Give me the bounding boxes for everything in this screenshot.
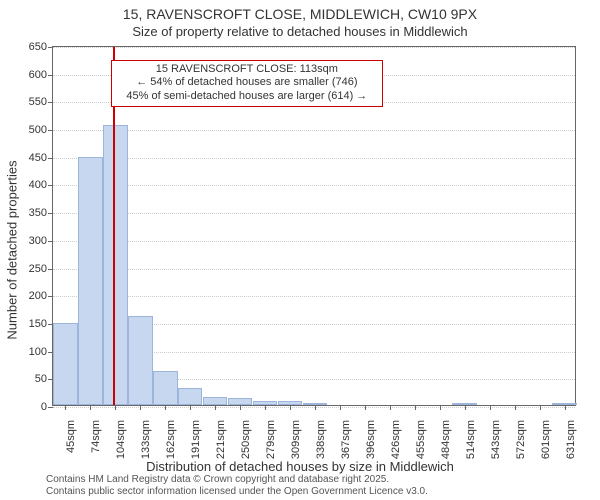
xtick-mark [540, 405, 541, 410]
histogram-bar [178, 388, 202, 405]
xtick-label: 514sqm [463, 420, 477, 459]
ytick-label: 650 [29, 41, 53, 53]
y-axis-label: Number of detached properties [5, 160, 20, 339]
ytick-label: 250 [29, 263, 53, 275]
xtick-mark [240, 405, 241, 410]
histogram-bar [78, 157, 102, 405]
xtick-label: 162sqm [163, 420, 177, 459]
xtick-mark [340, 405, 341, 410]
ytick-label: 550 [29, 96, 53, 108]
xtick-label: 104sqm [113, 420, 127, 459]
xtick-mark [365, 405, 366, 410]
ytick-label: 350 [29, 207, 53, 219]
histogram-bar [53, 323, 77, 405]
ytick-label: 200 [29, 290, 53, 302]
gridline-h [53, 241, 575, 242]
gridline-h [53, 47, 575, 48]
ytick-label: 500 [29, 124, 53, 136]
annotation-line-2: ← 54% of detached houses are smaller (74… [116, 76, 378, 90]
ytick-label: 0 [41, 401, 53, 413]
xtick-mark [565, 405, 566, 410]
annotation-line-3: 45% of semi-detached houses are larger (… [116, 90, 378, 104]
gridline-h [53, 130, 575, 131]
x-axis-label: Distribution of detached houses by size … [0, 459, 600, 474]
xtick-mark [490, 405, 491, 410]
xtick-label: 484sqm [438, 420, 452, 459]
histogram-bar [203, 397, 227, 405]
xtick-mark [165, 405, 166, 410]
xtick-label: 601sqm [538, 420, 552, 459]
xtick-label: 279sqm [263, 420, 277, 459]
gridline-h [53, 213, 575, 214]
histogram-bar [128, 316, 152, 405]
ytick-label: 100 [29, 346, 53, 358]
xtick-mark [115, 405, 116, 410]
xtick-mark [315, 405, 316, 410]
xtick-label: 191sqm [188, 420, 202, 459]
gridline-h [53, 269, 575, 270]
attribution-text: Contains HM Land Registry data © Crown c… [46, 474, 428, 498]
xtick-label: 631sqm [563, 420, 577, 459]
xtick-mark [140, 405, 141, 410]
xtick-mark [190, 405, 191, 410]
xtick-label: 250sqm [238, 420, 252, 459]
xtick-mark [440, 405, 441, 410]
annotation-box: 15 RAVENSCROFT CLOSE: 113sqm← 54% of det… [111, 60, 383, 107]
xtick-label: 572sqm [513, 420, 527, 459]
ytick-label: 600 [29, 69, 53, 81]
attribution-line-1: Contains HM Land Registry data © Crown c… [46, 474, 428, 486]
xtick-label: 309sqm [288, 420, 302, 459]
xtick-label: 455sqm [413, 420, 427, 459]
gridline-h [53, 296, 575, 297]
xtick-label: 45sqm [63, 420, 77, 453]
gridline-h [53, 185, 575, 186]
histogram-bar [153, 371, 177, 405]
ytick-label: 50 [35, 373, 53, 385]
chart-container: 15, RAVENSCROFT CLOSE, MIDDLEWICH, CW10 … [0, 0, 600, 500]
xtick-mark [515, 405, 516, 410]
xtick-mark [65, 405, 66, 410]
xtick-mark [215, 405, 216, 410]
ytick-label: 300 [29, 235, 53, 247]
chart-title-main: 15, RAVENSCROFT CLOSE, MIDDLEWICH, CW10 … [0, 6, 600, 22]
gridline-h [53, 407, 575, 408]
plot-area: 0501001502002503003504004505005506006504… [52, 46, 576, 406]
annotation-line-1: 15 RAVENSCROFT CLOSE: 113sqm [116, 63, 378, 77]
xtick-label: 133sqm [138, 420, 152, 459]
chart-title-sub: Size of property relative to detached ho… [0, 24, 600, 39]
xtick-label: 338sqm [313, 420, 327, 459]
histogram-bar [103, 125, 127, 405]
xtick-label: 367sqm [338, 420, 352, 459]
xtick-label: 426sqm [388, 420, 402, 459]
ytick-label: 400 [29, 179, 53, 191]
histogram-bar [228, 398, 252, 405]
xtick-label: 396sqm [363, 420, 377, 459]
ytick-label: 450 [29, 152, 53, 164]
xtick-label: 221sqm [213, 420, 227, 459]
xtick-label: 74sqm [88, 420, 102, 453]
gridline-h [53, 158, 575, 159]
xtick-mark [265, 405, 266, 410]
xtick-mark [415, 405, 416, 410]
ytick-label: 150 [29, 318, 53, 330]
xtick-label: 543sqm [488, 420, 502, 459]
attribution-line-2: Contains public sector information licen… [46, 486, 428, 498]
xtick-mark [465, 405, 466, 410]
xtick-mark [90, 405, 91, 410]
xtick-mark [390, 405, 391, 410]
xtick-mark [290, 405, 291, 410]
